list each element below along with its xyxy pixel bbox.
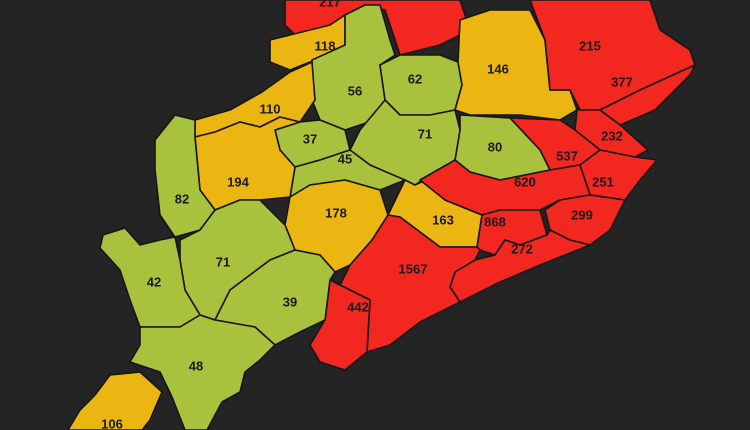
district-region-low xyxy=(129,314,276,430)
district-value-label: 110 xyxy=(260,101,281,116)
district-value-label: 45 xyxy=(338,151,352,166)
district-value-label: 39 xyxy=(283,294,297,309)
district-value-label: 194 xyxy=(227,174,249,189)
district-region-medium xyxy=(67,371,163,430)
district-value-label: 1567 xyxy=(399,261,428,276)
district-region-low xyxy=(99,227,201,328)
district-region-high xyxy=(309,279,371,371)
district-value-label: 37 xyxy=(303,131,317,146)
district-region-low xyxy=(311,4,396,131)
district-value-label: 80 xyxy=(488,139,502,154)
district-value-label: 42 xyxy=(147,274,161,289)
district-value-label: 178 xyxy=(325,205,347,220)
district-value-label: 868 xyxy=(484,214,506,229)
district-value-label: 71 xyxy=(216,254,230,269)
district-value-label: 620 xyxy=(514,174,536,189)
district-value-label: 146 xyxy=(487,61,509,76)
district-value-label: 71 xyxy=(418,126,432,141)
district-value-label: 62 xyxy=(408,71,422,86)
district-value-label: 118 xyxy=(315,38,336,53)
district-value-label: 163 xyxy=(432,212,454,227)
district-value-label: 377 xyxy=(611,74,633,89)
district-region-medium xyxy=(454,9,578,121)
district-value-label: 442 xyxy=(347,299,369,314)
district-value-label: 82 xyxy=(175,191,189,206)
district-value-label: 537 xyxy=(556,148,578,163)
district-value-label: 251 xyxy=(592,174,614,189)
district-value-label: 56 xyxy=(348,83,362,98)
district-value-label: 232 xyxy=(601,128,623,143)
district-value-label: 217 xyxy=(319,0,341,9)
district-value-label: 48 xyxy=(189,358,203,373)
district-value-label: 272 xyxy=(511,241,533,256)
district-value-label: 106 xyxy=(101,416,123,430)
district-value-label: 299 xyxy=(571,207,593,222)
district-value-label: 215 xyxy=(579,38,601,53)
